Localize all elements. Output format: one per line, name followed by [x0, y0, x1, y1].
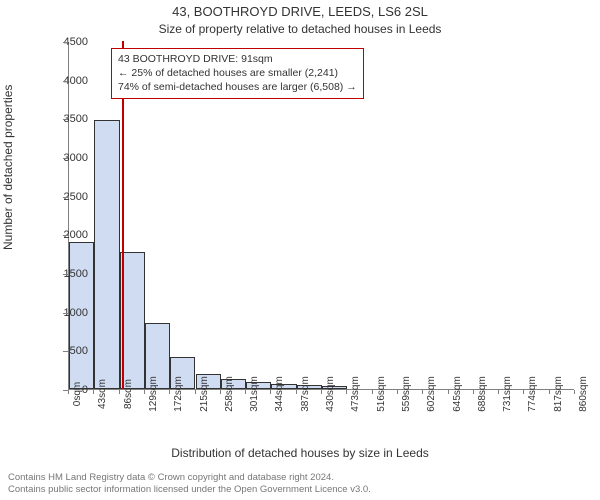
x-tick-mark	[119, 390, 120, 394]
x-tick-mark	[245, 390, 246, 394]
x-tick-label: 473sqm	[350, 376, 361, 412]
y-axis-label: Number of detached properties	[1, 85, 15, 250]
x-tick-mark	[523, 390, 524, 394]
x-tick-label: 215sqm	[199, 376, 210, 412]
x-tick-label: 430sqm	[325, 376, 336, 412]
y-tick-mark	[63, 351, 68, 352]
x-tick-mark	[93, 390, 94, 394]
x-tick-label: 559sqm	[401, 376, 412, 412]
x-tick-mark	[270, 390, 271, 394]
x-tick-label: 645sqm	[452, 376, 463, 412]
x-tick-mark	[448, 390, 449, 394]
x-tick-mark	[549, 390, 550, 394]
plot-area: 43 BOOTHROYD DRIVE: 91sqm← 25% of detach…	[68, 42, 574, 390]
x-tick-label: 172sqm	[173, 376, 184, 412]
y-tick-mark	[63, 313, 68, 314]
x-tick-mark	[422, 390, 423, 394]
y-tick-mark	[63, 158, 68, 159]
chart-subtitle: Size of property relative to detached ho…	[0, 22, 600, 36]
x-tick-label: 344sqm	[274, 376, 285, 412]
y-tick-mark	[63, 235, 68, 236]
x-tick-mark	[574, 390, 575, 394]
x-tick-label: 602sqm	[426, 376, 437, 412]
x-axis-label: Distribution of detached houses by size …	[0, 446, 600, 460]
x-tick-label: 774sqm	[527, 376, 538, 412]
chart-footer: Contains HM Land Registry data © Crown c…	[8, 472, 592, 496]
x-tick-mark	[346, 390, 347, 394]
y-tick-mark	[63, 119, 68, 120]
x-tick-label: 516sqm	[376, 376, 387, 412]
x-tick-mark	[220, 390, 221, 394]
x-tick-label: 129sqm	[148, 376, 159, 412]
x-tick-mark	[68, 390, 69, 394]
x-tick-mark	[321, 390, 322, 394]
x-tick-label: 387sqm	[300, 376, 311, 412]
chart-title: 43, BOOTHROYD DRIVE, LEEDS, LS6 2SL	[0, 4, 600, 19]
x-tick-label: 0sqm	[72, 382, 83, 406]
annotation-line: 43 BOOTHROYD DRIVE: 91sqm	[118, 52, 357, 66]
y-tick-mark	[63, 42, 68, 43]
x-tick-label: 688sqm	[477, 376, 488, 412]
x-tick-mark	[498, 390, 499, 394]
x-tick-mark	[473, 390, 474, 394]
annotation-line: 74% of semi-detached houses are larger (…	[118, 80, 357, 94]
y-tick-mark	[63, 197, 68, 198]
annotation-line: ← 25% of detached houses are smaller (2,…	[118, 66, 357, 80]
x-tick-label: 731sqm	[502, 376, 513, 412]
x-tick-label: 817sqm	[553, 376, 564, 412]
x-tick-mark	[397, 390, 398, 394]
annotation-box: 43 BOOTHROYD DRIVE: 91sqm← 25% of detach…	[111, 48, 364, 99]
x-tick-mark	[195, 390, 196, 394]
x-tick-label: 86sqm	[123, 379, 134, 409]
x-tick-mark	[372, 390, 373, 394]
x-tick-label: 301sqm	[249, 376, 260, 412]
x-tick-label: 258sqm	[224, 376, 235, 412]
x-tick-mark	[144, 390, 145, 394]
x-tick-mark	[169, 390, 170, 394]
y-tick-mark	[63, 274, 68, 275]
histogram-bar	[94, 120, 119, 389]
property-size-chart: 43, BOOTHROYD DRIVE, LEEDS, LS6 2SL Size…	[0, 0, 600, 500]
x-tick-label: 860sqm	[578, 376, 589, 412]
x-tick-label: 43sqm	[97, 379, 108, 409]
footer-line-1: Contains HM Land Registry data © Crown c…	[8, 472, 592, 484]
y-tick-mark	[63, 81, 68, 82]
footer-line-2: Contains public sector information licen…	[8, 484, 592, 496]
x-tick-mark	[296, 390, 297, 394]
